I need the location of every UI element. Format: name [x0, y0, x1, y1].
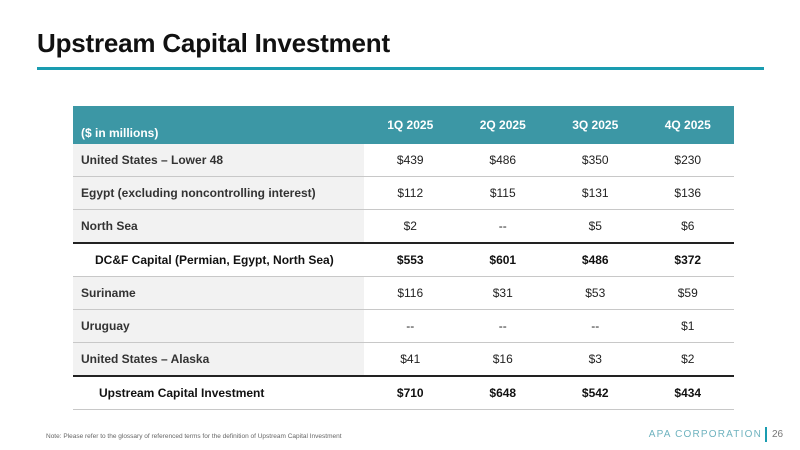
table-row: Suriname $116 $31 $53 $59	[73, 276, 734, 310]
header-3q-2025: 3Q 2025	[549, 106, 642, 144]
row-label: Uruguay	[73, 309, 364, 343]
cell-value: $31	[456, 276, 549, 310]
cell-value: $5	[549, 209, 642, 244]
cell-value: --	[456, 309, 549, 343]
cell-value: $553	[364, 242, 457, 277]
cell-value: $136	[641, 176, 734, 210]
table-body: United States – Lower 48 $439 $486 $350 $230…	[73, 144, 734, 410]
cell-value: $2	[641, 342, 734, 377]
cell-value: $439	[364, 144, 457, 177]
table-row: Egypt (excluding noncontrolling interest…	[73, 176, 734, 210]
cell-value: $6	[641, 209, 734, 244]
row-label: United States – Lower 48	[73, 144, 364, 177]
table-row: United States – Lower 48 $439 $486 $350 $230	[73, 144, 734, 177]
cell-value: $486	[456, 144, 549, 177]
cell-value: $486	[549, 242, 642, 277]
cell-value: $648	[456, 375, 549, 410]
row-label: Egypt (excluding noncontrolling interest…	[73, 176, 364, 210]
cell-value: $59	[641, 276, 734, 310]
slide-title: Upstream Capital Investment	[37, 28, 390, 58]
cell-value: $131	[549, 176, 642, 210]
cell-value: $372	[641, 242, 734, 277]
cell-value: $542	[549, 375, 642, 410]
header-4q-2025: 4Q 2025	[641, 106, 734, 144]
brand-name: APA CORPORATION	[648, 429, 762, 440]
cell-value: $1	[641, 309, 734, 343]
cell-value: $710	[364, 375, 457, 410]
row-label: DC&F Capital (Permian, Egypt, North Sea)	[73, 242, 364, 277]
row-label: Suriname	[73, 276, 364, 310]
table-total-row: Upstream Capital Investment $710 $648 $542 $…	[73, 375, 734, 410]
row-label: United States – Alaska	[73, 342, 364, 377]
capital-investment-table: ($ in millions) 1Q 2025 2Q 2025 3Q 2025 …	[73, 106, 734, 410]
cell-value: $350	[549, 144, 642, 177]
table-total-row: DC&F Capital (Permian, Egypt, North Sea)…	[73, 242, 734, 277]
title-underline	[37, 67, 764, 70]
cell-value: $16	[456, 342, 549, 377]
cell-value: --	[456, 209, 549, 244]
cell-value: $53	[549, 276, 642, 310]
table-row: United States – Alaska $41 $16 $3 $2	[73, 342, 734, 377]
table-header-row: ($ in millions) 1Q 2025 2Q 2025 3Q 2025 …	[73, 106, 734, 144]
header-2q-2025: 2Q 2025	[456, 106, 549, 144]
cell-value: $2	[364, 209, 457, 244]
cell-value: $230	[641, 144, 734, 177]
cell-value: $41	[364, 342, 457, 377]
cell-value: $434	[641, 375, 734, 410]
footnote: Note: Please refer to the glossary of re…	[46, 433, 342, 440]
table-row: North Sea $2 -- $5 $6	[73, 209, 734, 244]
row-label: Upstream Capital Investment	[73, 375, 364, 410]
brand-divider	[765, 427, 767, 442]
cell-value: --	[549, 309, 642, 343]
capital-table-container: ($ in millions) 1Q 2025 2Q 2025 3Q 2025 …	[73, 106, 734, 410]
cell-value: $3	[549, 342, 642, 377]
cell-value: --	[364, 309, 457, 343]
table-row: Uruguay -- -- -- $1	[73, 309, 734, 343]
page-number: 26	[772, 429, 784, 440]
cell-value: $115	[456, 176, 549, 210]
header-units: ($ in millions)	[73, 106, 364, 144]
cell-value: $116	[364, 276, 457, 310]
cell-value: $112	[364, 176, 457, 210]
cell-value: $601	[456, 242, 549, 277]
header-1q-2025: 1Q 2025	[364, 106, 457, 144]
row-label: North Sea	[73, 209, 364, 244]
